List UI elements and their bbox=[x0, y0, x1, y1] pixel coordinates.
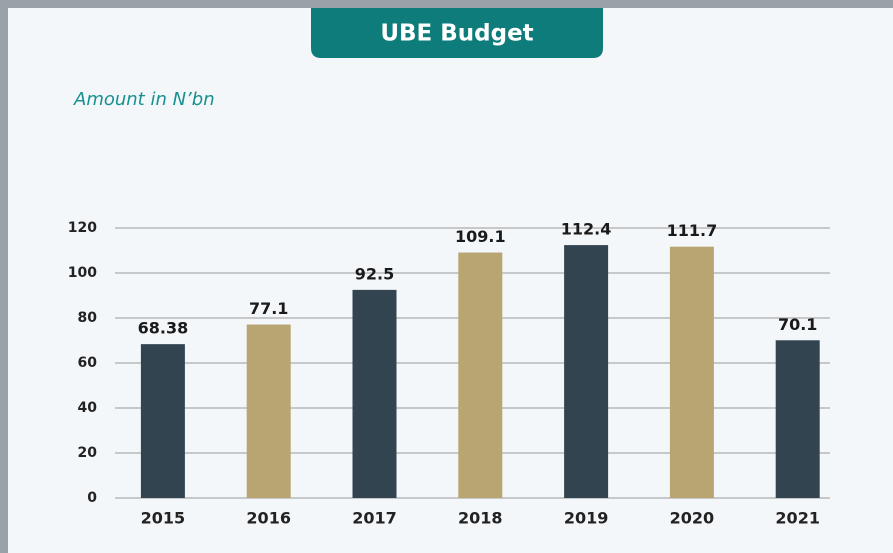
y-tick-label: 40 bbox=[78, 400, 98, 416]
value-label: 77.1 bbox=[249, 299, 288, 318]
y-tick-label: 120 bbox=[68, 220, 97, 236]
y-tick-label: 100 bbox=[68, 265, 97, 281]
bar bbox=[140, 344, 185, 498]
x-tick-label: 2017 bbox=[352, 509, 397, 528]
bar bbox=[669, 246, 714, 498]
bar bbox=[775, 340, 820, 498]
bar bbox=[564, 245, 609, 498]
bar bbox=[246, 324, 291, 498]
value-label: 109.1 bbox=[455, 227, 506, 246]
x-tick-label: 2019 bbox=[564, 509, 609, 528]
bar bbox=[352, 289, 397, 498]
x-tick-label: 2020 bbox=[670, 509, 715, 528]
y-tick-label: 80 bbox=[78, 310, 98, 326]
y-tick-label: 20 bbox=[78, 445, 98, 461]
x-tick-label: 2018 bbox=[458, 509, 503, 528]
chart-title: UBE Budget bbox=[380, 21, 533, 47]
x-tick-label: 2016 bbox=[246, 509, 291, 528]
bar bbox=[458, 252, 503, 498]
y-tick-label: 0 bbox=[87, 490, 97, 506]
value-label: 68.38 bbox=[138, 319, 189, 338]
frame-left bbox=[0, 0, 8, 553]
chart-subtitle: Amount in N’bn bbox=[73, 89, 215, 110]
value-label: 92.5 bbox=[355, 264, 394, 283]
title-box bbox=[311, 8, 603, 58]
x-tick-label: 2015 bbox=[141, 509, 186, 528]
frame-top bbox=[0, 0, 893, 8]
x-tick-label: 2021 bbox=[775, 509, 820, 528]
value-label: 111.7 bbox=[667, 221, 718, 240]
y-tick-label: 60 bbox=[78, 355, 98, 371]
value-label: 112.4 bbox=[561, 220, 612, 239]
value-label: 70.1 bbox=[778, 315, 817, 334]
